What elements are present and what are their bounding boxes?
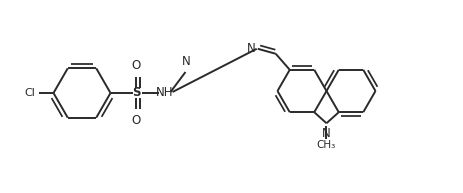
Text: CH₃: CH₃ bbox=[316, 140, 335, 150]
Text: O: O bbox=[131, 59, 141, 72]
Text: O: O bbox=[131, 114, 141, 127]
Text: N: N bbox=[182, 55, 190, 68]
Text: Cl: Cl bbox=[25, 88, 36, 98]
Text: N: N bbox=[246, 42, 255, 55]
Text: N: N bbox=[321, 127, 330, 140]
Text: S: S bbox=[132, 86, 140, 100]
Text: NH: NH bbox=[156, 86, 173, 100]
